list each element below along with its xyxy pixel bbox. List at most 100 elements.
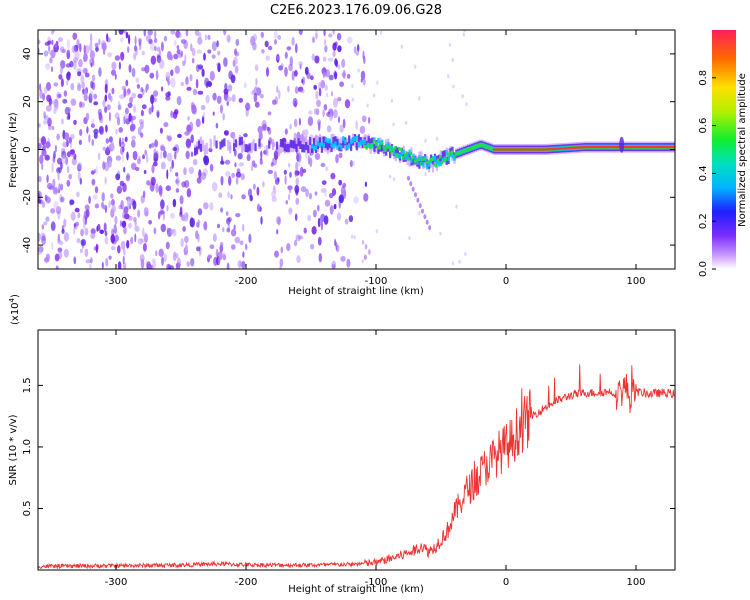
spectrogram-noise-speck [313, 84, 318, 90]
spectrogram-signal-cell [656, 146, 659, 149]
spectrogram-noise-speck [288, 63, 293, 72]
spectrogram-signal-cell [448, 151, 451, 155]
snr-x-tick-label: 0 [503, 577, 509, 588]
spectrogram-noise-speck [144, 233, 148, 243]
spectrogram-noise-speck [108, 111, 111, 122]
spectrogram-noise-speck [333, 204, 336, 209]
spectrogram-noise-speck [331, 260, 337, 269]
spectrogram-noise-speck [337, 64, 341, 70]
spectrogram-noise-speck [106, 145, 109, 152]
spectrogram-noise-speck [99, 229, 104, 235]
spectrogram-noise-speck [237, 153, 243, 160]
spectrogram-signal-cell [279, 138, 282, 147]
spectrogram-noise-speck [276, 55, 279, 61]
spectrogram-signal-cell [379, 140, 382, 146]
spectrogram-noise-speck [101, 192, 105, 202]
spectrogram-noise-speck [43, 221, 48, 226]
spectrogram-noise-speck [56, 167, 62, 174]
spectrogram-noise-speck [48, 185, 55, 190]
spectrogram-noise-speck [127, 46, 130, 53]
spectrogram-noise-speck [131, 92, 136, 99]
spectrogram-noise-speck [141, 51, 145, 56]
spectrogram-noise-speck [176, 95, 182, 106]
spectrogram-noise-speck [205, 94, 210, 104]
spectrogram-noise-speck [298, 86, 304, 92]
spectrogram-signal-cell [400, 150, 403, 156]
spectrogram-noise-speck [326, 92, 329, 98]
spectrogram-noise-speck [76, 238, 81, 244]
spectrogram-noise-speck [106, 104, 111, 111]
spectrogram-streak-speck [425, 219, 429, 225]
spectrogram-noise-speck [318, 253, 322, 263]
spectrogram-noise-speck [261, 49, 265, 54]
spectrogram-noise-speck [314, 55, 320, 64]
spectrogram-noise-speck [361, 115, 367, 123]
spectrogram-noise-speck [125, 79, 129, 87]
spectrogram-signal-cell [588, 146, 591, 149]
spectrogram-noise-speck [60, 46, 65, 53]
spectrogram-noise-speck [123, 166, 126, 173]
spectrogram-signal-cell [421, 157, 424, 162]
spectrogram-signal-cell [514, 148, 517, 151]
spectrogram-noise-speck [276, 229, 279, 235]
spectrogram-noise-speck [80, 74, 85, 84]
spectrogram-noise-speck [60, 196, 65, 203]
spectrogram-noise-speck [298, 235, 304, 240]
spectrogram-noise-speck [181, 181, 186, 188]
spectrogram-noise-speck [184, 235, 189, 243]
spectrogram-signal-cell [627, 146, 630, 149]
spectrogram-signal-cell [392, 147, 395, 152]
spectrogram-noise-speck [80, 228, 84, 237]
spectrogram-noise-speck [134, 220, 137, 227]
spectrogram-signal-cell [258, 138, 261, 147]
spectrogram-signal-cell [480, 143, 483, 147]
spectrogram-noise-speck [104, 235, 109, 245]
spectrogram-noise-speck [155, 250, 158, 257]
spectrogram-noise-speck [179, 195, 184, 205]
spectrogram-noise-speck [42, 120, 48, 125]
spectrogram-noise-speck [163, 122, 169, 128]
spectrogram-noise-speck [146, 153, 149, 164]
spectrogram-signal-cell [645, 146, 648, 149]
spectrogram-signal-cell [326, 142, 329, 151]
spectrogram-noise-speck [167, 264, 170, 269]
spectrogram-noise-speck [339, 124, 344, 133]
spectrogram-noise-speck [452, 84, 455, 89]
spectrogram-noise-speck [136, 158, 141, 165]
spectrogram-noise-speck [197, 208, 203, 216]
spectrogram-noise-speck [332, 30, 335, 35]
spectrogram-noise-speck [84, 44, 90, 54]
spectrogram-noise-speck [235, 177, 239, 185]
spectrogram-noise-speck [320, 79, 326, 89]
spectrogram-noise-speck [131, 115, 137, 121]
spectrogram-signal-cell [285, 144, 288, 153]
spectrogram-noise-speck [51, 242, 54, 250]
spectrogram-noise-speck [119, 137, 122, 148]
spectrogram-signal-cell [649, 146, 652, 149]
spectrogram-signal-cell [427, 160, 430, 164]
spectrogram-marks [38, 30, 675, 269]
spectrogram-noise-speck [46, 105, 52, 112]
spectrogram-noise-speck [299, 64, 302, 70]
spectrogram-noise-speck [105, 138, 110, 144]
spectrogram-noise-speck [363, 193, 369, 202]
spectrogram-noise-speck [94, 186, 99, 194]
spectrogram-signal-cell [613, 146, 617, 149]
spectrogram-noise-speck [311, 53, 315, 61]
spectrogram-noise-speck [338, 199, 342, 209]
spectrogram-noise-speck [150, 142, 155, 148]
spectrogram-noise-speck [219, 244, 224, 253]
spectrogram-noise-speck [320, 188, 326, 193]
spectrogram-noise-speck [321, 180, 327, 186]
spectrogram-noise-speck [38, 39, 41, 45]
spectrogram-noise-speck [143, 30, 147, 37]
spectrogram-noise-speck [141, 67, 146, 72]
spectrogram-noise-speck [129, 124, 135, 132]
spectrogram-noise-speck [455, 204, 458, 209]
spectrogram-noise-speck [173, 40, 177, 46]
spectrogram-signal-cell [464, 148, 467, 153]
spectrogram-noise-speck [294, 70, 298, 77]
spectrogram-signal-cell [398, 147, 401, 151]
spectrogram-signal-cell [482, 143, 485, 148]
spectrogram-noise-speck [322, 71, 326, 79]
